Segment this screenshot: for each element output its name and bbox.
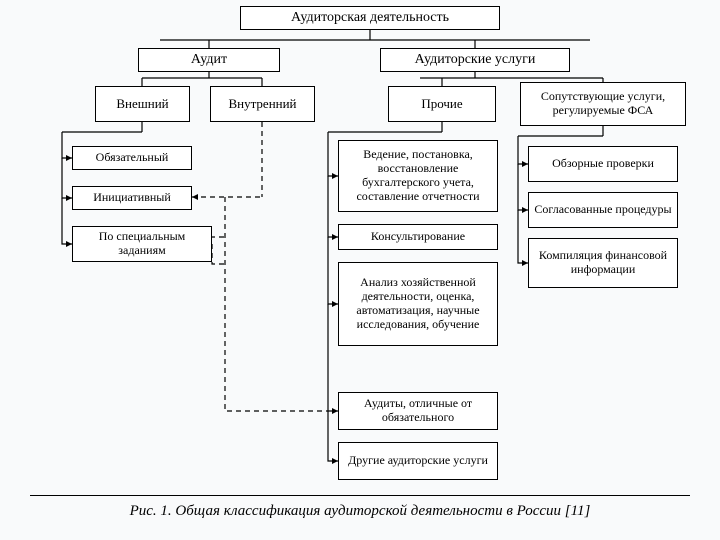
node-label: Согласованные процедуры — [534, 203, 671, 217]
node-n_int: Внутренний — [210, 86, 315, 122]
node-label: Обзорные проверки — [552, 157, 654, 171]
node-label: Консультирование — [371, 230, 465, 244]
node-n_p3: Анализ хозяйственной деятельности, оценк… — [338, 262, 498, 346]
node-label: Инициативный — [93, 191, 171, 205]
node-label: По специальным заданиям — [77, 230, 207, 258]
node-n_p5: Другие аудиторские услуги — [338, 442, 498, 480]
node-n_spec: По специальным заданиям — [72, 226, 212, 262]
node-n_f2: Согласованные процедуры — [528, 192, 678, 228]
node-label: Аудиторские услуги — [415, 52, 536, 68]
node-label: Компиляция финансовой информации — [533, 249, 673, 277]
node-n_p1: Ведение, постановка, восстановление бухг… — [338, 140, 498, 212]
node-n_init: Инициативный — [72, 186, 192, 210]
node-label: Внешний — [116, 97, 168, 112]
node-n_root: Аудиторская деятельность — [240, 6, 500, 30]
node-label: Аудиторская деятельность — [291, 10, 449, 26]
node-n_serv: Аудиторские услуги — [380, 48, 570, 72]
flowchart-canvas: Аудиторская деятельность Аудит Аудиторские… — [0, 0, 720, 540]
node-n_ext: Внешний — [95, 86, 190, 122]
caption-rule — [30, 495, 690, 496]
node-label: Прочие — [421, 97, 462, 112]
node-n_mand: Обязательный — [72, 146, 192, 170]
figure-caption: Рис. 1. Общая классификация аудиторской … — [0, 503, 720, 520]
node-label: Аудиты, отличные от обязательного — [343, 397, 493, 425]
node-label: Другие аудиторские услуги — [348, 454, 488, 468]
node-label: Внутренний — [228, 97, 296, 112]
node-n_other: Прочие — [388, 86, 496, 122]
node-label: Ведение, постановка, восстановление бухг… — [343, 148, 493, 203]
node-label: Обязательный — [96, 151, 169, 165]
node-n_p2: Консультирование — [338, 224, 498, 250]
node-n_fsa: Сопутствующие услуги, регулируемые ФСА — [520, 82, 686, 126]
node-n_f1: Обзорные проверки — [528, 146, 678, 182]
node-n_p4: Аудиты, отличные от обязательного — [338, 392, 498, 430]
node-label: Сопутствующие услуги, регулируемые ФСА — [525, 90, 681, 118]
node-label: Аудит — [191, 52, 227, 68]
node-n_f3: Компиляция финансовой информации — [528, 238, 678, 288]
node-n_audit: Аудит — [138, 48, 280, 72]
node-label: Анализ хозяйственной деятельности, оценк… — [343, 276, 493, 331]
